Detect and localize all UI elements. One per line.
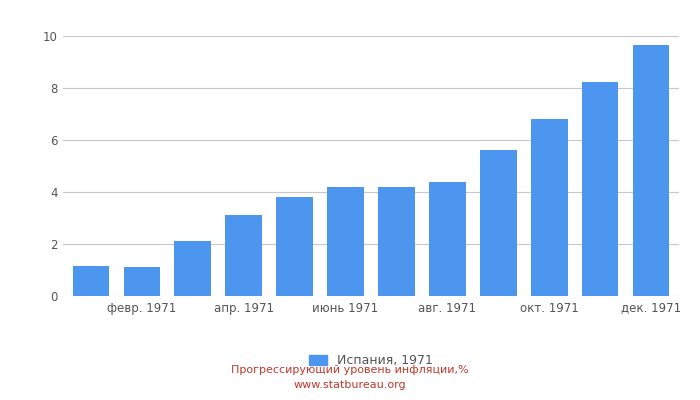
Text: Прогрессирующий уровень инфляции,%: Прогрессирующий уровень инфляции,% [231,365,469,375]
Bar [73,266,109,296]
Bar [480,150,517,296]
Bar [327,187,364,296]
Text: www.statbureau.org: www.statbureau.org [294,380,406,390]
Bar [633,45,669,296]
Bar [531,119,568,296]
Bar [276,197,313,296]
Bar [378,187,415,296]
Legend: Испания, 1971: Испания, 1971 [304,349,438,372]
Bar [124,267,160,296]
Bar [582,82,618,296]
Bar [174,241,211,296]
Bar [225,215,262,296]
Bar [429,182,466,296]
